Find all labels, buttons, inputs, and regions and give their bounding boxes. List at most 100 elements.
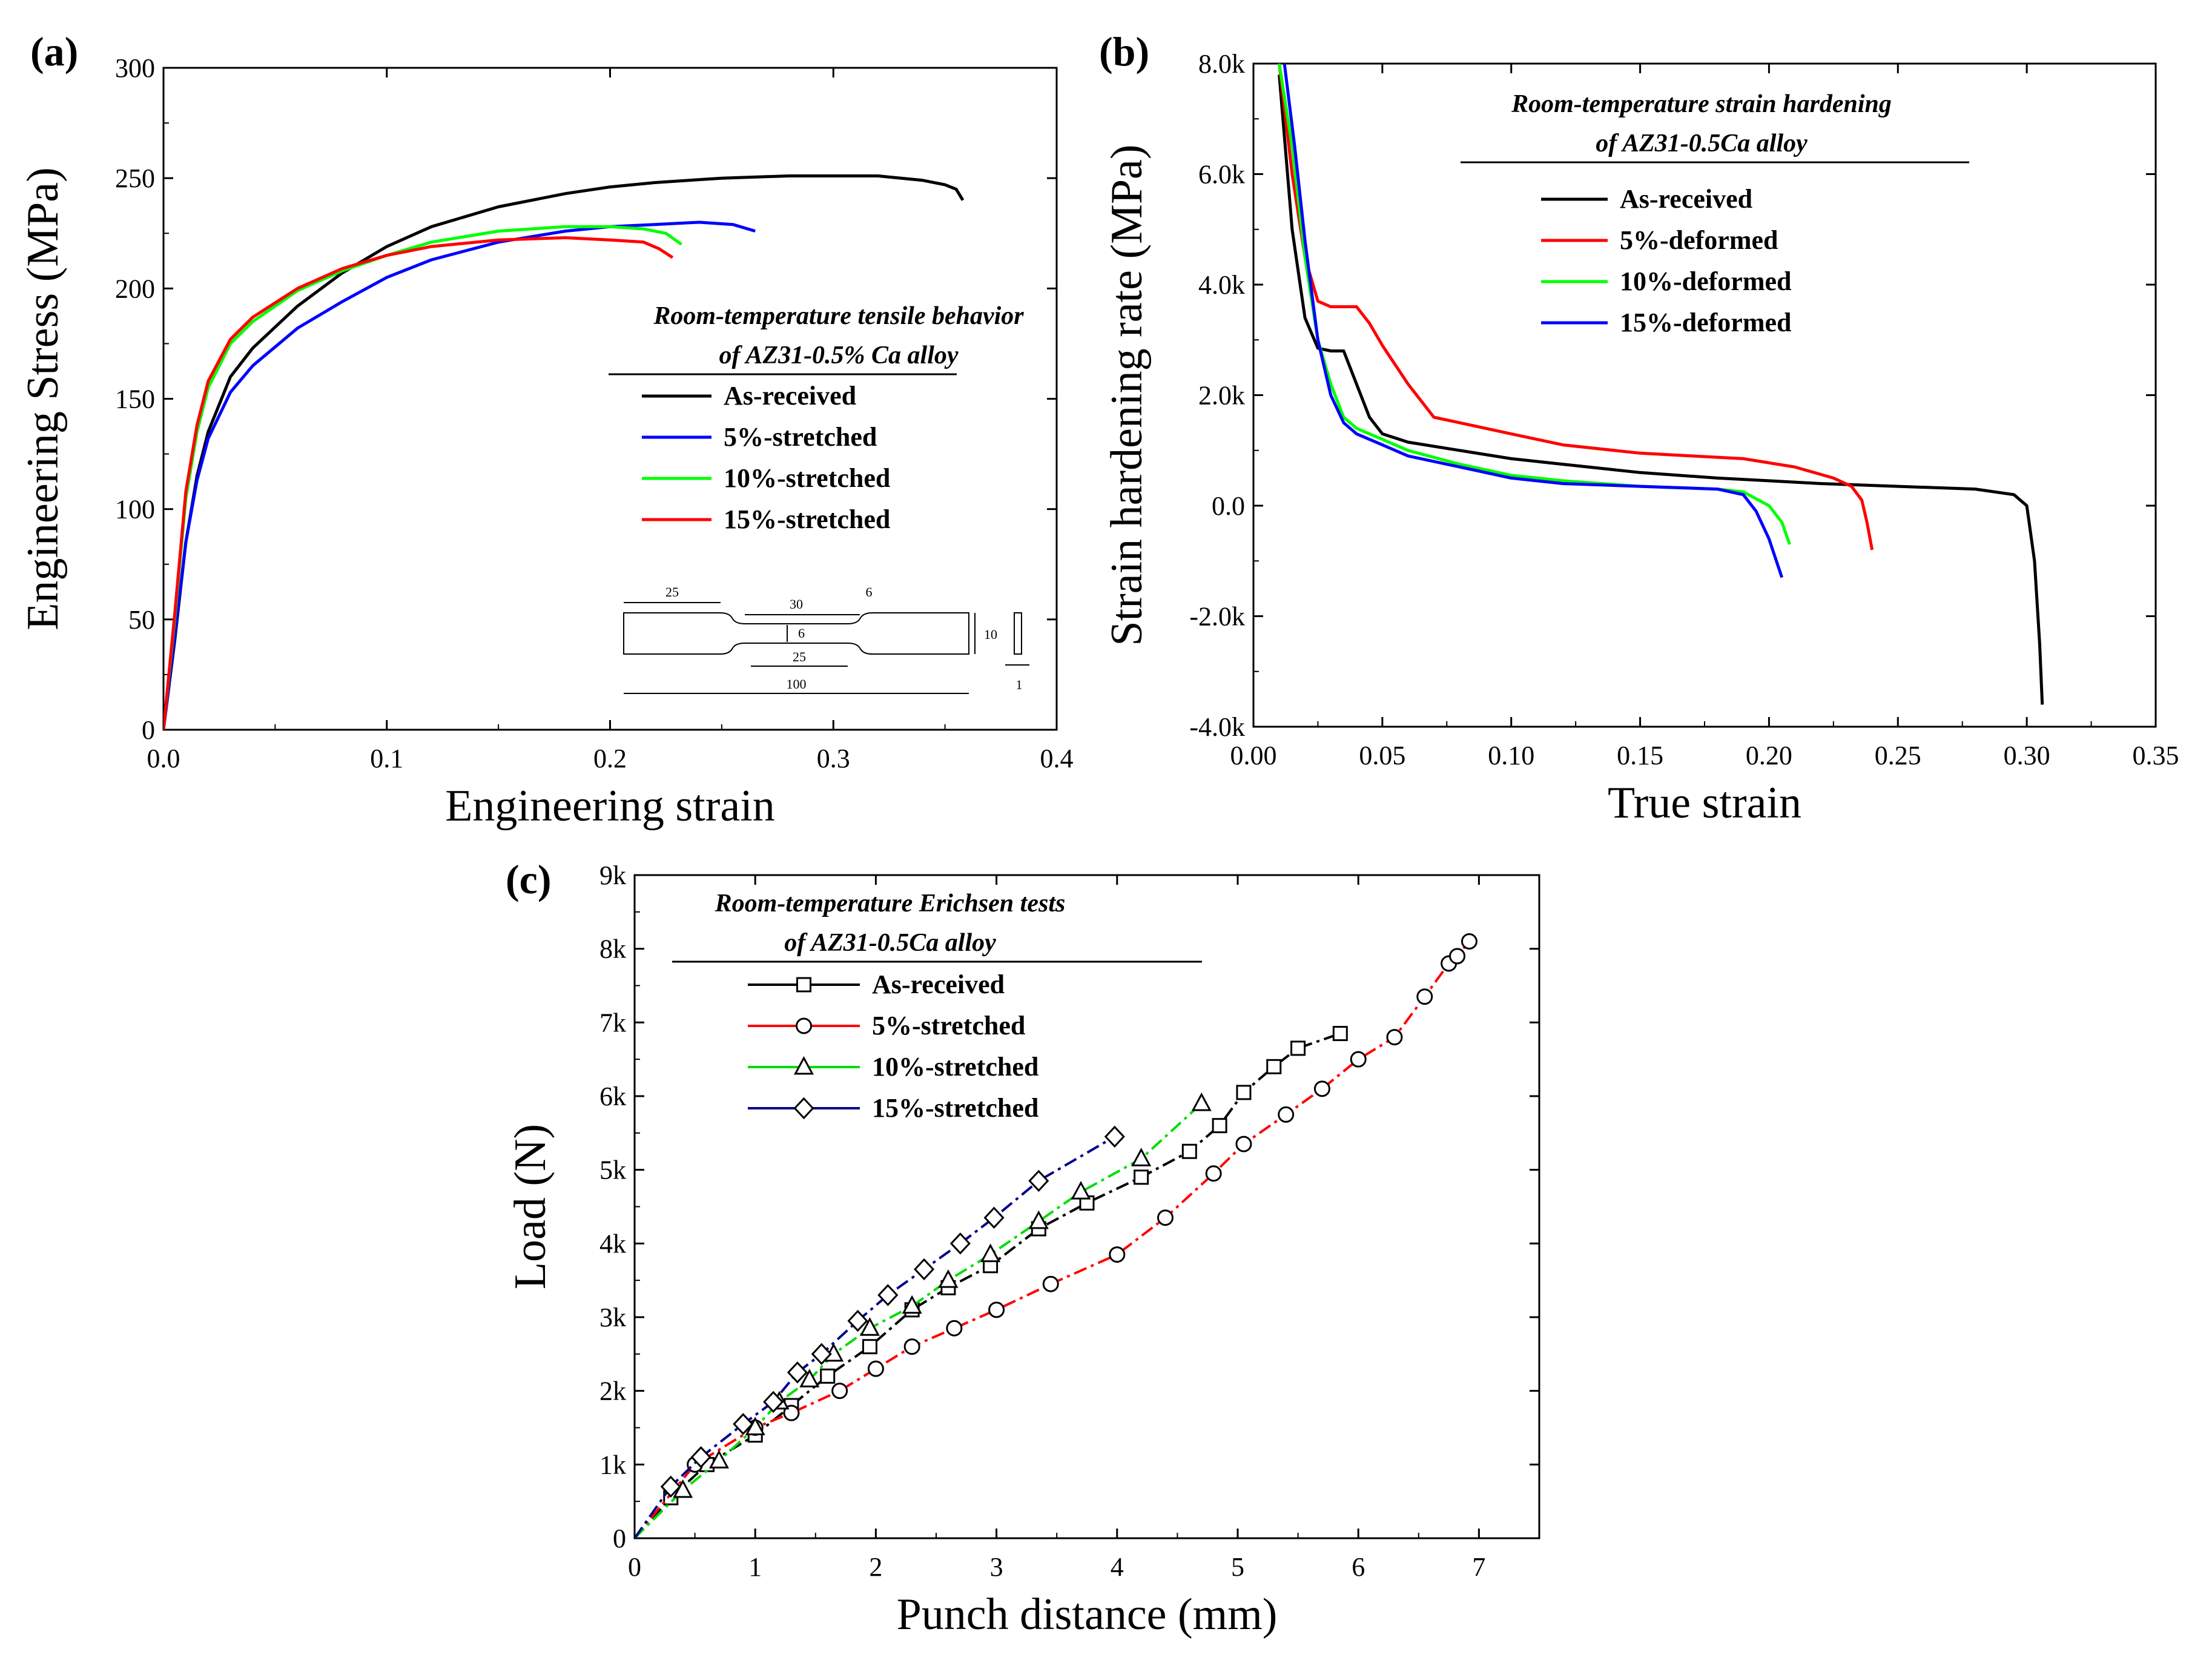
y-tick-label: 8k [599,934,626,964]
x-tick-label: 0.4 [1040,744,1074,773]
marker-diamond [660,1475,681,1498]
marker-circle [946,1320,963,1337]
legend-entry: 5%-stretched [872,1011,1025,1040]
marker-square [1212,1118,1227,1134]
legend: Room-temperature Erichsen tests of AZ31-0… [672,890,1202,1123]
legend-entry: As-received [1620,184,1752,214]
specimen-inset: 25 30 6 6 25 10 100 1 [623,584,1029,694]
dim-label: 100 [787,676,807,692]
series-line [1278,74,2044,705]
series-10-stretched [635,1092,1212,1538]
y-tick-label: 6k [599,1082,626,1111]
x-tick-label: 1 [748,1552,762,1582]
marker-circle [1235,1135,1252,1152]
panel-label: (a) [30,28,78,74]
marker-square [1290,1040,1306,1056]
marker-triangle [1071,1181,1091,1200]
specimen-outline [623,612,969,655]
series-15-stretched [635,1125,1125,1538]
y-tick-label: 4k [599,1229,626,1258]
marker-circle [1416,988,1433,1005]
legend-entry: 15%-stretched [872,1093,1038,1123]
dim-label: 6 [866,584,873,600]
marker-circle [1109,1246,1126,1263]
series-line [635,940,1471,1538]
marker-square [1181,1143,1197,1159]
y-tick-label: -4.0k [1189,712,1245,742]
y-tick-label: 0 [613,1524,626,1553]
y-tick-label: 7k [599,1008,626,1037]
marker-triangle [708,1450,729,1469]
x-tick-label: 0.1 [370,744,403,773]
y-tick-label: 1k [599,1450,626,1479]
marker-circle [831,1383,848,1400]
legend-title-line-2: of AZ31-0.5Ca alloy [784,929,996,957]
x-tick-label: 7 [1472,1552,1485,1582]
x-tick-label: 4 [1111,1552,1124,1582]
x-axis-label: True strain [1608,778,1801,828]
y-axis-label: Load (N) [506,1124,555,1289]
y-tick-label: 9k [599,861,626,890]
marker-circle [988,1301,1005,1318]
x-tick-label: 0.30 [2004,741,2050,770]
plot-frame [162,67,1058,731]
marker-square [862,1339,877,1355]
legend-entry: 15%-deformed [1620,308,1792,337]
y-tick-label: 300 [115,53,155,83]
y-tick-label: 2k [599,1377,626,1406]
marker-diamond [847,1309,868,1332]
y-tick-label: 200 [115,274,155,303]
marker-circle [903,1338,920,1355]
series-15-deformed [1283,64,1784,578]
marker-circle [1449,948,1466,965]
x-axis-label: Punch distance (mm) [897,1590,1278,1639]
marker-circle [1042,1275,1059,1292]
marker-triangle [938,1269,959,1288]
y-tick-label: 8.0k [1198,49,1245,79]
marker-square [796,977,811,993]
series-10-stretched [163,225,682,730]
panel-a: 0.0 0.1 0.2 0.3 0.4 0 50 100 150 200 250 300 Enginee… [18,28,1074,831]
x-tick-label: 0.3 [817,744,850,773]
marker-diamond [1104,1125,1125,1148]
x-tick-label: 0.2 [593,744,627,773]
marker-triangle [1028,1210,1049,1229]
x-tick-label: 2 [869,1552,882,1582]
y-tick-label: 5k [599,1155,626,1185]
series-5-stretched [635,933,1477,1538]
x-tick-label: 3 [990,1552,1003,1582]
x-tick-label: 0.25 [1875,741,1921,770]
legend-entry: As-received [872,970,1005,999]
marker-circle [1278,1106,1295,1123]
y-tick-label: -2.0k [1189,602,1245,632]
x-tick-label: 0.0 [147,744,180,773]
y-axis-label: Engineering Stress (MPa) [18,167,68,630]
marker-diamond [983,1206,1005,1229]
legend-entry: As-received [724,381,856,411]
marker-circle [867,1360,884,1377]
marker-diamond [690,1446,711,1469]
y-tick-label: 150 [115,385,155,414]
legend-title-line-1: Room-temperature tensile behavior [653,302,1024,330]
x-tick-label: 5 [1231,1552,1244,1582]
dim-label: 1 [1016,677,1023,692]
series-line [635,1135,1115,1538]
marker-circle [1350,1051,1367,1068]
legend-entry: 10%-stretched [872,1052,1038,1082]
dim-label: 6 [798,626,805,641]
x-axis-label: Engineering strain [445,781,775,831]
y-tick-label: 250 [115,164,155,193]
series-line [163,236,674,730]
x-tick-label: 0 [628,1552,641,1582]
legend-entry: 10%-deformed [1620,266,1792,296]
series-line [163,174,965,730]
marker-triangle [1131,1148,1152,1166]
series-line [1278,64,1874,550]
legend-entry: 5%-stretched [724,422,877,452]
marker-circle [796,1017,812,1034]
x-tick-label: 0.35 [2133,741,2179,770]
legend-entry: 5%-deformed [1620,225,1778,255]
y-axis-label: Strain hardening rate (MPa) [1102,144,1152,646]
marker-triangle [793,1056,814,1075]
x-tick-label: 0.05 [1359,741,1405,770]
